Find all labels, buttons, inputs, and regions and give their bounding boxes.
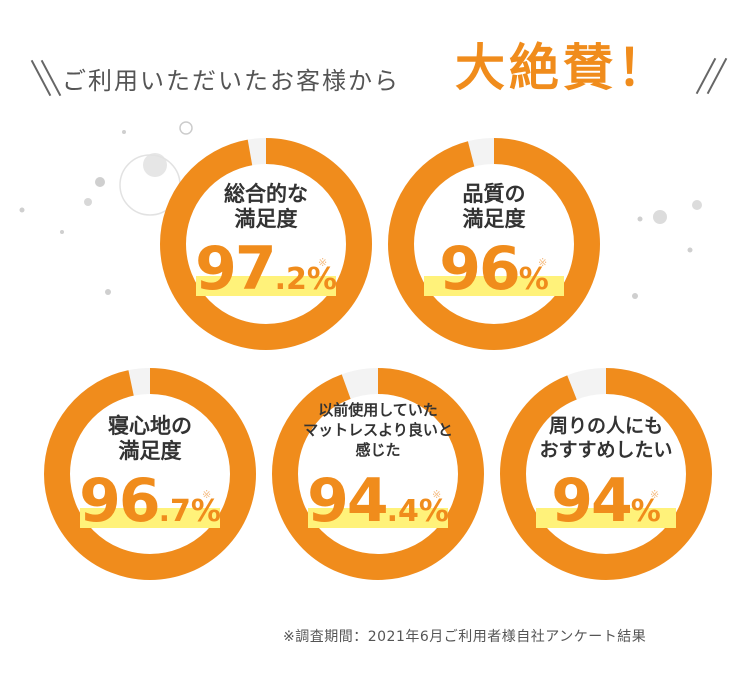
stat-value-main: 96 [439,234,520,304]
stat-unit: % [630,494,661,529]
footnote-mark: ※ [202,488,212,501]
headline-lead: ご利用いただいたお客様から [62,67,400,95]
stat-value-main: 94 [551,466,632,536]
ring-progress-arc [44,368,256,580]
stat-unit: % [306,262,337,297]
headline: ご利用いただいたお客様から 大絶賛！ [0,0,750,120]
highlight-bar [80,508,220,528]
stat-label: 寝心地の 満足度 [108,414,192,463]
stat-value-main: 97 [195,234,276,304]
highlight-bar [196,276,336,296]
stat-quality-satisfaction: 品質の 満足度 96% ※ [388,138,600,350]
highlight-bar [308,508,448,528]
stat-value: 94.4% [272,466,484,536]
stat-value-decimal: .4 [386,494,419,529]
stat-label: 品質の 満足度 [462,182,526,231]
stat-label: 以前使用していた マットレスより良いと 感じた [303,401,453,459]
stat-would-recommend: 周りの人にも おすすめしたい 94% ※ [500,368,712,580]
footnote-mark: ※ [318,256,328,269]
stat-value-main: 94 [307,466,388,536]
stat-unit: % [518,262,549,297]
background-bubbles [19,121,702,299]
ring-progress-arc [272,368,484,580]
stat-label: 総合的な 満足度 [224,182,308,231]
survey-footnote: ※調査期間：2021年6月ご利用者様自社アンケート結果 [283,629,647,645]
headline-emphasis: 大絶賛！ [455,39,671,97]
footnote-mark: ※ [432,488,442,501]
stat-value-decimal: .7 [158,494,191,529]
ring-progress-arc [500,368,712,580]
stat-sleep-comfort: 寝心地の 満足度 96.7% ※ [44,368,256,580]
stat-overall-satisfaction: 総合的な 満足度 97.2% ※ [160,138,372,350]
highlight-bar [536,508,676,528]
ring-progress-arc [160,138,372,350]
stat-value-main: 96 [79,466,160,536]
stat-value: 96% [388,234,600,304]
stat-value-decimal: .2 [274,262,307,297]
stat-better-than-previous: 以前使用していた マットレスより良いと 感じた 94.4% ※ [272,368,484,580]
stat-value: 94% [500,466,712,536]
stat-unit: % [190,494,221,529]
footnote-mark: ※ [538,256,548,269]
stat-label: 周りの人にも おすすめしたい [539,415,673,461]
footnote-mark: ※ [650,488,660,501]
highlight-bar [424,276,564,296]
stat-value: 97.2% [160,234,372,304]
progress-ring [160,138,372,350]
stat-value: 96.7% [44,466,256,536]
stat-unit: % [418,494,449,529]
ring-progress-arc [388,138,600,350]
